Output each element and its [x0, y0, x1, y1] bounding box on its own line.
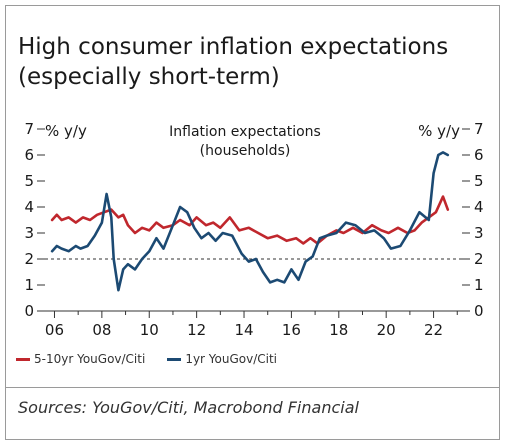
- right-axis-label: % y/y: [418, 122, 460, 140]
- legend-swatch-1yr: [167, 357, 182, 361]
- y-tick-label-right-5: 5: [474, 172, 484, 190]
- y-tick-label-right-2: 2: [474, 250, 484, 268]
- page-title: High consumer inflation expectations (es…: [18, 34, 449, 90]
- y-tick-label-left-4: 4: [24, 198, 34, 216]
- y-tick-label-left-7: 7: [24, 120, 34, 138]
- x-tick-label-2: 10: [140, 321, 159, 339]
- chart-legend: 5-10yr YouGov/Citi 1yr YouGov/Citi: [16, 352, 277, 366]
- chart-series: [50, 151, 450, 292]
- legend-item-5-10yr: 5-10yr YouGov/Citi: [16, 352, 145, 366]
- legend-item-1yr: 1yr YouGov/Citi: [167, 352, 277, 366]
- chart-axes: 0 01 12 23 34 45 56 67 706 08 10 12 14 16 18 20 22: [24, 120, 483, 339]
- source-note: Sources: YouGov/Citi, Macrobond Financia…: [18, 398, 359, 417]
- series-line-1yr: [50, 151, 450, 292]
- chart-annotation-line-1: Inflation expectations: [169, 124, 321, 140]
- divider-line: [6, 387, 500, 388]
- y-tick-label-right-0: 0: [474, 302, 484, 320]
- y-tick-label-left-2: 2: [24, 250, 34, 268]
- y-tick-label-right-6: 6: [474, 146, 484, 164]
- y-tick-label-left-0: 0: [24, 302, 34, 320]
- x-tick-label-1: 08: [92, 321, 111, 339]
- y-tick-label-left-5: 5: [24, 172, 34, 190]
- x-tick-label-8: 22: [424, 321, 443, 339]
- series-line-5-10yr: [50, 195, 450, 245]
- x-tick-label-5: 16: [282, 321, 301, 339]
- y-tick-label-right-1: 1: [474, 276, 484, 294]
- y-tick-label-right-3: 3: [474, 224, 484, 242]
- x-tick-label-3: 12: [187, 321, 206, 339]
- x-tick-label-4: 14: [234, 321, 253, 339]
- y-tick-label-right-4: 4: [474, 198, 484, 216]
- left-axis-label: % y/y: [45, 122, 87, 140]
- legend-label-5-10yr: 5-10yr YouGov/Citi: [34, 352, 146, 366]
- x-tick-label-6: 18: [329, 321, 348, 339]
- chart-annotation-line-2: (households): [200, 143, 291, 159]
- x-tick-label-7: 20: [377, 321, 396, 339]
- y-tick-label-right-7: 7: [474, 120, 484, 138]
- y-tick-label-left-3: 3: [24, 224, 34, 242]
- legend-label-1yr: 1yr YouGov/Citi: [185, 352, 278, 366]
- y-tick-label-left-1: 1: [24, 276, 34, 294]
- x-tick-label-0: 06: [45, 321, 64, 339]
- chart-frame: [5, 5, 500, 440]
- legend-swatch-5-10yr: [16, 357, 30, 361]
- y-tick-label-left-6: 6: [24, 146, 34, 164]
